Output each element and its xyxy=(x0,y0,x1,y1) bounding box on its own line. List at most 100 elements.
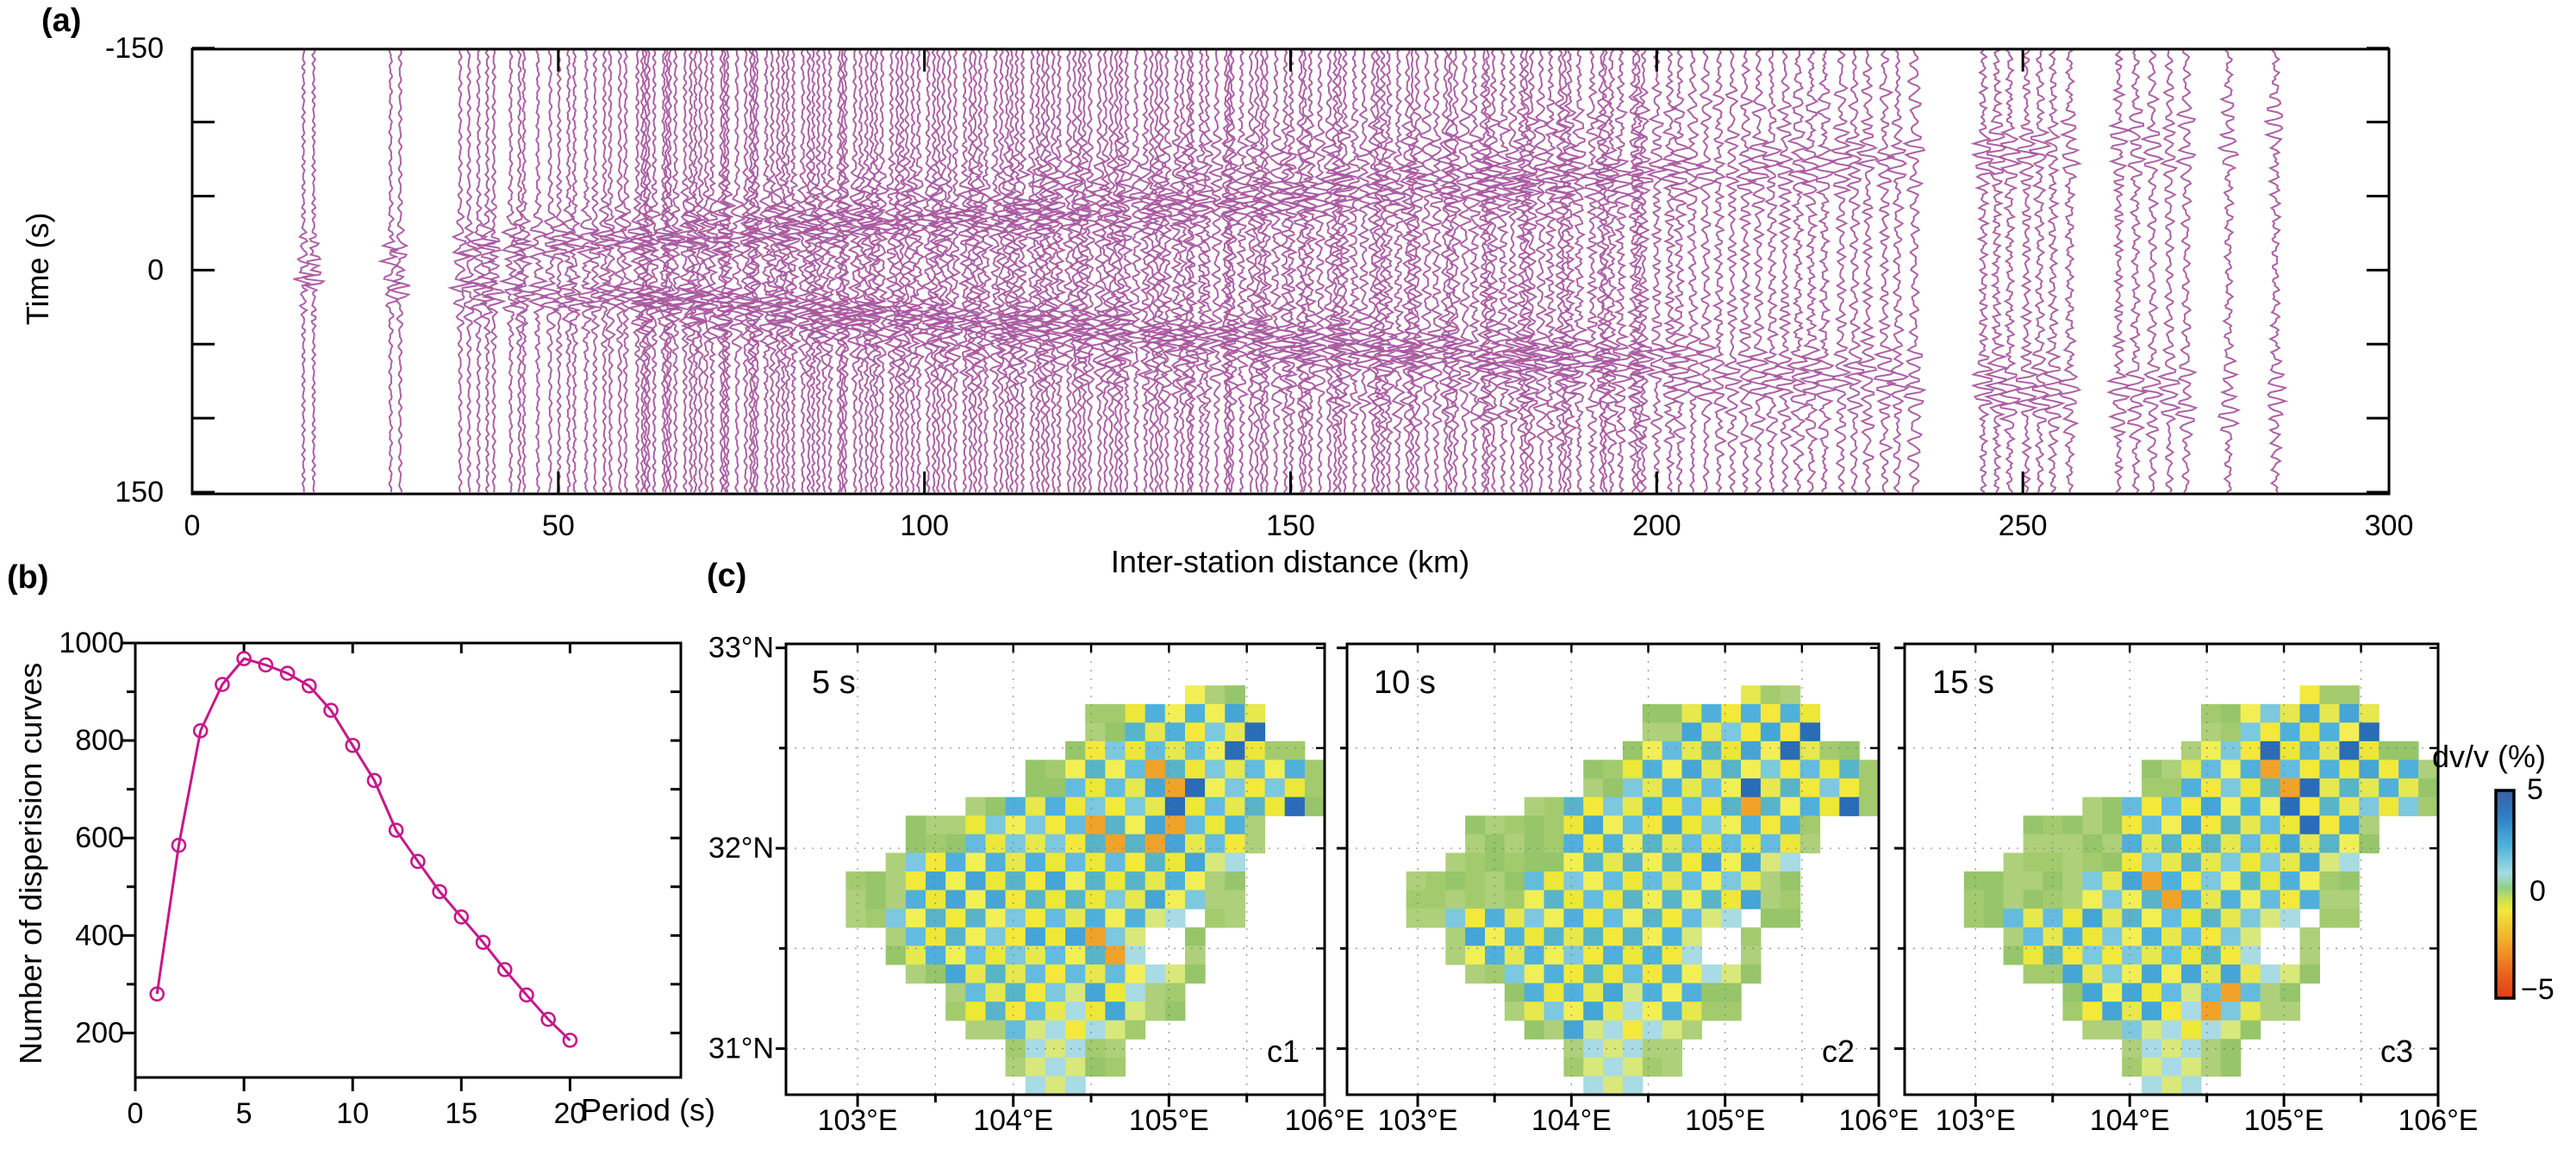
checkerboard-cell xyxy=(1085,871,1106,891)
checkerboard-cell xyxy=(2200,722,2222,742)
checkerboard-cell xyxy=(1025,1020,1046,1040)
checkerboard-cell xyxy=(945,964,966,984)
panel-a-xtick-label: 50 xyxy=(542,509,575,542)
checkerboard-cell xyxy=(1603,796,1624,816)
checkerboard-cell xyxy=(1662,759,1683,779)
checkerboard-cell xyxy=(1125,927,1146,946)
checkerboard-cell xyxy=(1164,909,1186,928)
checkerboard-cell xyxy=(1642,815,1663,835)
checkerboard-cell xyxy=(1662,983,1683,1002)
checkerboard-cell xyxy=(1225,834,1245,853)
cross-correlation-trace xyxy=(724,47,750,493)
checkerboard-cell xyxy=(2161,1057,2182,1077)
checkerboard-cell xyxy=(1741,871,1762,891)
cross-correlation-trace xyxy=(591,47,615,493)
cross-correlation-trace xyxy=(1169,47,1195,493)
checkerboard-cell xyxy=(1105,1020,1126,1040)
checkerboard-cell xyxy=(1701,703,1722,723)
checkerboard-cell xyxy=(2339,759,2360,779)
checkerboard-cell xyxy=(1005,852,1026,872)
checkerboard-cell xyxy=(1145,703,1166,723)
checkerboard-cell xyxy=(1005,890,1026,909)
checkerboard-cell xyxy=(1563,852,1584,872)
checkerboard-cell xyxy=(1105,871,1126,891)
checkerboard-cell xyxy=(885,890,907,909)
checkerboard-cell xyxy=(905,964,926,984)
cross-correlation-trace xyxy=(1176,47,1202,493)
checkerboard-cell xyxy=(1085,964,1106,984)
checkerboard-cell xyxy=(2122,964,2143,984)
checkerboard-cell xyxy=(1760,909,1781,928)
checkerboard-cell xyxy=(1105,1002,1126,1021)
checkerboard-cell xyxy=(1485,964,1506,984)
checkerboard-cell xyxy=(2102,1020,2123,1040)
checkerboard-cell xyxy=(1045,871,1066,891)
checkerboard-cell xyxy=(1563,871,1584,891)
checkerboard-cell xyxy=(2319,685,2340,705)
checkerboard-cell xyxy=(1045,1002,1066,1021)
cross-correlation-trace xyxy=(1608,47,1635,493)
checkerboard-cell xyxy=(1544,890,1564,909)
checkerboard-cell xyxy=(1465,964,1486,984)
checkerboard-cell xyxy=(2200,890,2222,909)
checkerboard-cell xyxy=(1065,890,1086,909)
checkerboard-cell xyxy=(1465,890,1486,909)
cross-correlation-trace xyxy=(1425,47,1450,493)
checkerboard-cell xyxy=(2082,1002,2103,1021)
checkerboard-cell xyxy=(1025,796,1046,816)
checkerboard-cell xyxy=(1760,815,1781,835)
checkerboard-cell xyxy=(985,1020,1007,1040)
checkerboard-cell xyxy=(1025,909,1046,928)
cross-correlation-trace xyxy=(1289,47,1313,493)
cross-correlation-trace xyxy=(1528,47,1552,493)
checkerboard-cell xyxy=(2043,871,2063,891)
cross-correlation-trace xyxy=(1395,47,1420,493)
checkerboard-cell xyxy=(1662,1002,1683,1021)
checkerboard-cell xyxy=(1065,834,1086,853)
panel-a-letter: (a) xyxy=(41,3,82,39)
checkerboard-cell xyxy=(2379,759,2399,779)
checkerboard-cell xyxy=(2102,871,2123,891)
checkerboard-cell xyxy=(1544,871,1564,891)
checkerboard-cell xyxy=(985,1002,1007,1021)
checkerboard-cell xyxy=(1244,722,1266,742)
cross-correlation-trace xyxy=(635,47,662,493)
cross-correlation-trace xyxy=(2040,47,2066,493)
checkerboard-cell xyxy=(1760,852,1781,872)
cross-correlation-trace xyxy=(1404,47,1431,493)
panel-a-xtick-label: 200 xyxy=(1632,509,1681,542)
cross-correlation-trace xyxy=(1433,47,1458,493)
checkerboard-cell xyxy=(2220,834,2242,853)
checkerboard-cell xyxy=(2102,927,2123,946)
checkerboard-cell xyxy=(1701,778,1722,798)
cross-correlation-trace xyxy=(807,47,830,493)
colorbar-tick-neg5: −5 xyxy=(2521,973,2554,1006)
checkerboard-cell xyxy=(2379,778,2399,798)
panel-a-ytick-label: 150 xyxy=(115,476,164,509)
checkerboard-cell xyxy=(1544,909,1564,928)
cross-correlation-trace xyxy=(995,47,1020,493)
cross-correlation-trace xyxy=(1194,47,1220,493)
checkerboard-cell xyxy=(1780,685,1801,705)
checkerboard-cell xyxy=(2200,946,2222,965)
checkerboard-cell xyxy=(1780,778,1801,798)
checkerboard-cell xyxy=(1681,927,1702,946)
checkerboard-cell xyxy=(1622,834,1644,853)
checkerboard-cell xyxy=(2299,852,2320,872)
panel-b-xlabel: Period (s) xyxy=(581,1092,716,1127)
checkerboard-cell xyxy=(1145,890,1166,909)
dispersion-count-marker xyxy=(301,678,317,694)
checkerboard-cell xyxy=(2142,927,2162,946)
checkerboard-cell xyxy=(2260,834,2281,853)
checkerboard-cell xyxy=(1583,983,1604,1002)
checkerboard-cell xyxy=(1780,722,1801,742)
checkerboard-cell xyxy=(2161,946,2182,965)
checkerboard-cell xyxy=(2122,1020,2143,1040)
checkerboard-cell xyxy=(1622,778,1644,798)
cross-correlation-trace xyxy=(936,47,962,493)
checkerboard-cell xyxy=(1583,964,1604,984)
checkerboard-cell xyxy=(1780,759,1801,779)
cross-correlation-trace xyxy=(613,47,639,493)
checkerboard-cell xyxy=(2200,778,2222,798)
checkerboard-cell xyxy=(1244,815,1266,835)
